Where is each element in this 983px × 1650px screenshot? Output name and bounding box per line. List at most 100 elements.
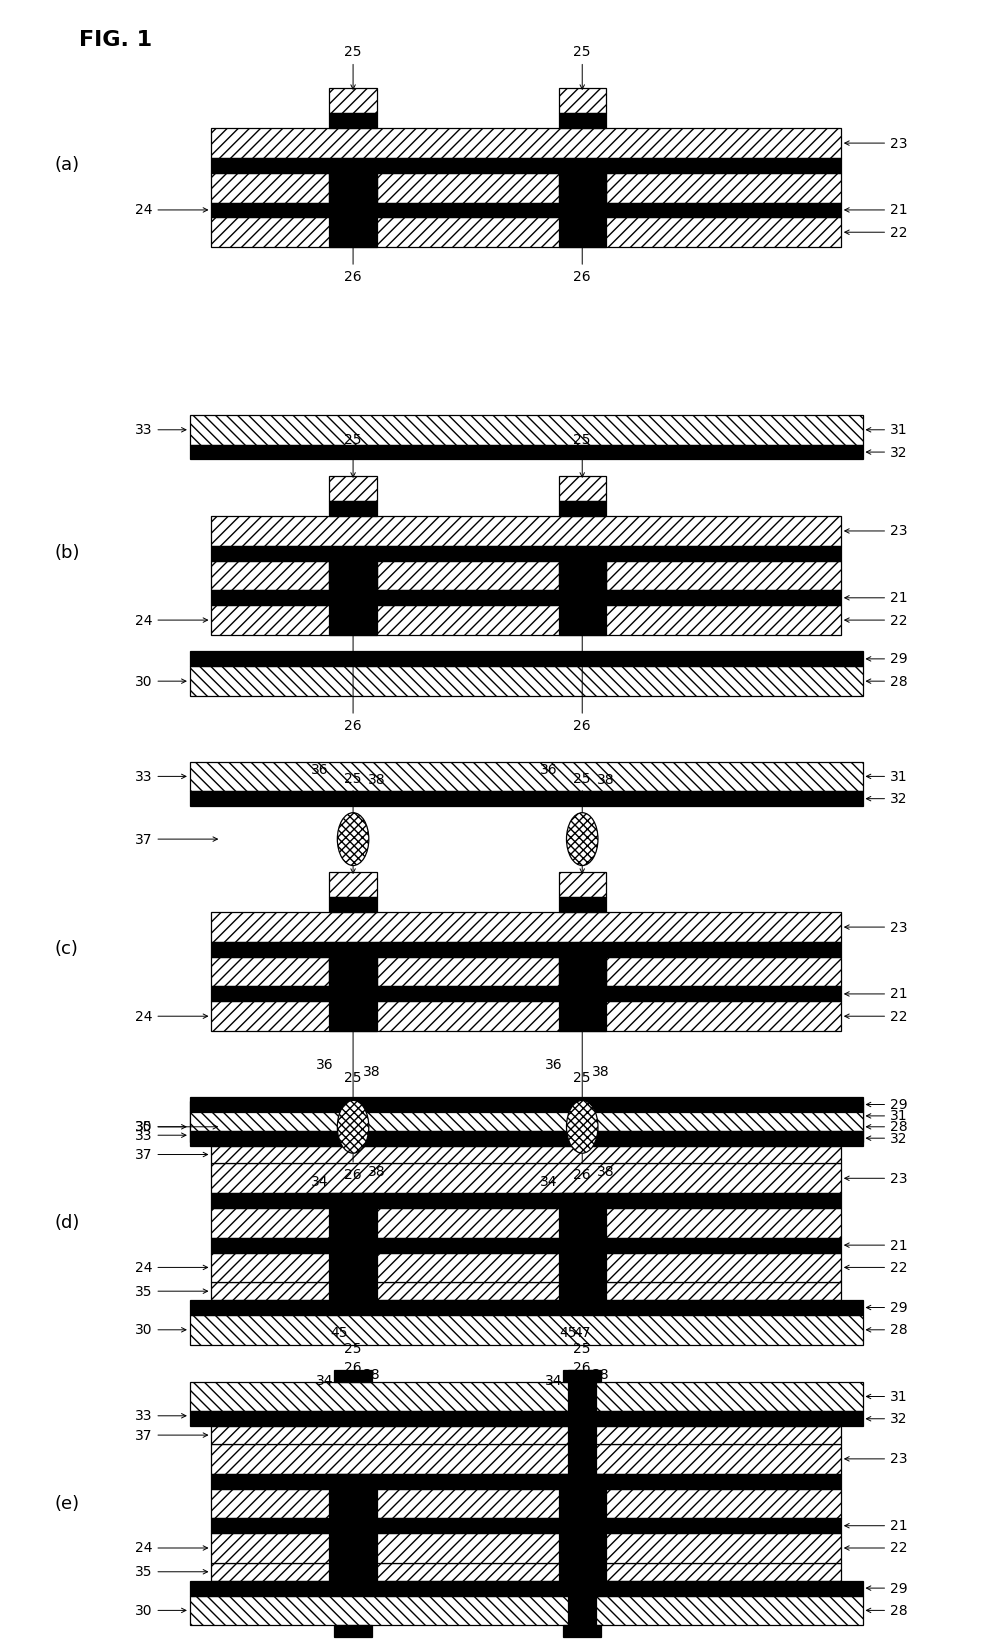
Bar [211, 1473, 840, 1488]
Bar [376, 173, 558, 203]
Text: 22: 22 [844, 614, 907, 627]
Text: 30: 30 [135, 1120, 186, 1134]
Text: 21: 21 [844, 1238, 907, 1252]
Bar [190, 792, 862, 807]
Text: 21: 21 [844, 591, 907, 606]
Bar [568, 1370, 596, 1634]
Bar [190, 1381, 862, 1411]
Bar [334, 1370, 372, 1381]
Text: 26: 26 [573, 243, 591, 284]
Bar [211, 957, 329, 987]
Bar [211, 1533, 840, 1563]
Text: 26: 26 [573, 630, 591, 733]
Bar [211, 1208, 840, 1238]
Bar [190, 1596, 862, 1625]
Bar [558, 1473, 606, 1581]
Bar [376, 957, 558, 987]
Text: 26: 26 [573, 1026, 591, 1181]
Text: 33: 33 [135, 422, 186, 437]
Text: 25: 25 [344, 45, 362, 89]
Text: 25: 25 [344, 771, 362, 873]
Bar [190, 762, 862, 792]
Text: 23: 23 [844, 1452, 907, 1465]
Circle shape [566, 813, 598, 866]
Bar [211, 561, 329, 591]
Bar [211, 942, 840, 957]
Text: 25: 25 [573, 432, 591, 477]
Bar [329, 114, 376, 129]
Text: 21: 21 [844, 1518, 907, 1533]
Bar [211, 218, 840, 248]
Text: 24: 24 [135, 1261, 207, 1274]
Bar [211, 987, 840, 1002]
Bar [558, 561, 606, 635]
Bar [211, 173, 329, 203]
Text: 22: 22 [844, 1541, 907, 1554]
Bar [211, 203, 840, 218]
Text: 33: 33 [135, 1409, 186, 1422]
Text: 22: 22 [844, 1261, 907, 1274]
Bar [563, 1625, 601, 1637]
Bar [563, 1370, 601, 1381]
Text: 28: 28 [866, 1120, 907, 1134]
Text: 38: 38 [592, 1368, 609, 1381]
Text: 31: 31 [866, 1389, 907, 1404]
Text: 29: 29 [866, 652, 907, 667]
Text: 23: 23 [844, 525, 907, 538]
Bar [329, 89, 376, 114]
Text: 31: 31 [866, 1109, 907, 1124]
Bar [211, 1563, 840, 1581]
Circle shape [337, 1101, 369, 1153]
Bar [329, 502, 376, 516]
Text: 23: 23 [844, 921, 907, 934]
Text: 38: 38 [368, 1165, 385, 1178]
Text: 32: 32 [866, 792, 907, 805]
Bar [211, 1426, 840, 1444]
Text: 45: 45 [330, 1325, 347, 1340]
Bar [558, 957, 606, 1031]
Text: 29: 29 [866, 1097, 907, 1112]
Bar [211, 516, 840, 546]
Text: 33: 33 [135, 769, 186, 784]
Text: 38: 38 [368, 772, 385, 787]
Text: 25: 25 [573, 45, 591, 89]
Bar [211, 129, 840, 158]
Bar [190, 416, 862, 446]
Text: 34: 34 [541, 1175, 557, 1188]
Text: 25: 25 [573, 771, 591, 873]
Bar [190, 1581, 862, 1596]
Bar [211, 1238, 840, 1252]
Text: (b): (b) [54, 544, 80, 561]
Bar [558, 502, 606, 516]
Bar [190, 667, 862, 696]
Text: 47: 47 [573, 1325, 591, 1340]
Circle shape [566, 1101, 598, 1153]
Bar [329, 873, 376, 898]
Bar [211, 1518, 840, 1533]
Text: 37: 37 [135, 1148, 207, 1162]
Text: (c): (c) [54, 940, 78, 957]
Text: 38: 38 [363, 1368, 380, 1381]
Bar [558, 477, 606, 502]
Text: 26: 26 [573, 1361, 591, 1374]
Text: 26: 26 [344, 1026, 362, 1181]
Bar [558, 89, 606, 114]
Text: 29: 29 [866, 1300, 907, 1315]
Bar [329, 898, 376, 912]
Text: 34: 34 [316, 1374, 333, 1388]
Bar [190, 1130, 862, 1145]
Text: 28: 28 [866, 675, 907, 688]
Bar [558, 173, 606, 248]
Bar [211, 158, 840, 173]
Text: 32: 32 [866, 1132, 907, 1145]
Text: (e): (e) [54, 1495, 80, 1513]
Text: 25: 25 [573, 1071, 591, 1086]
Bar [558, 898, 606, 912]
Text: 30: 30 [135, 675, 186, 688]
Text: 28: 28 [866, 1604, 907, 1617]
Text: 31: 31 [866, 769, 907, 784]
Text: FIG. 1: FIG. 1 [79, 30, 151, 50]
Bar [211, 1488, 840, 1518]
Text: 35: 35 [135, 1564, 207, 1579]
Bar [211, 1252, 840, 1282]
